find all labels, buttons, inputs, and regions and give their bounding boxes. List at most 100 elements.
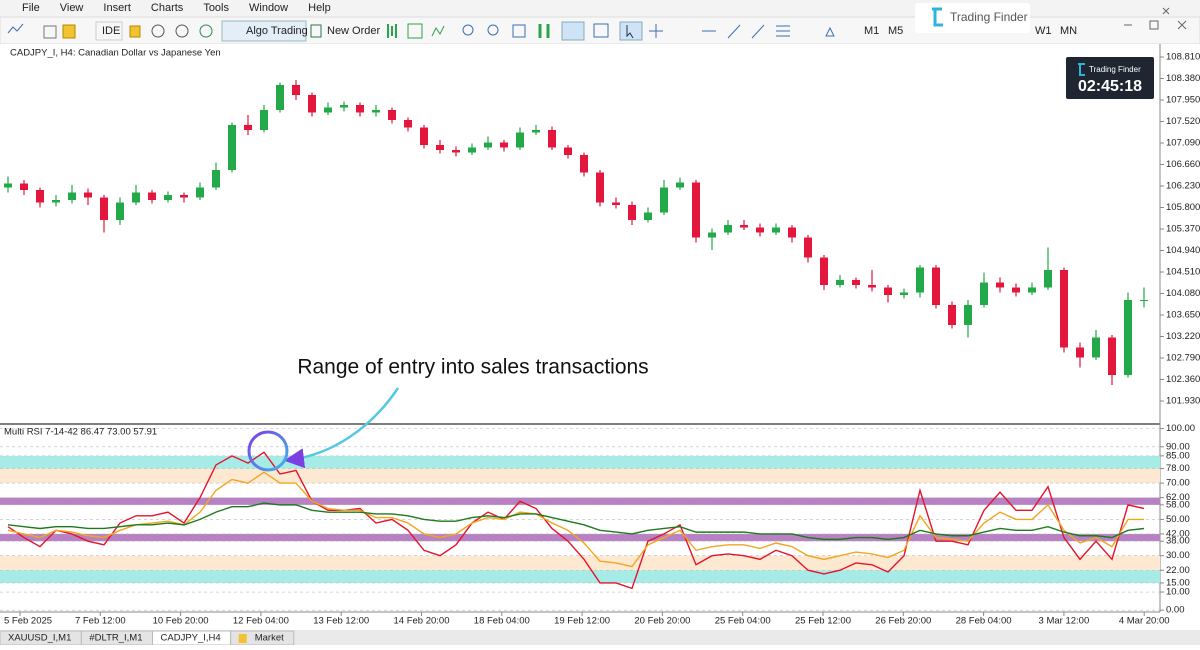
tab[interactable]: Market — [230, 630, 295, 646]
tile-icon[interactable] — [512, 24, 526, 38]
rsi-tick-label: 58.00 — [1166, 499, 1190, 510]
algo-trading-label[interactable]: Algo Trading — [246, 25, 308, 37]
level-band — [0, 455, 1160, 469]
time-label: 25 Feb 12:00 — [795, 616, 851, 627]
candle-body — [1060, 270, 1068, 348]
rsi-tick-label: 0.00 — [1166, 605, 1185, 616]
price-tick-label: 107.090 — [1166, 138, 1200, 149]
crosshair-icon[interactable] — [649, 24, 663, 38]
candle-body — [436, 145, 444, 150]
profiles-icon[interactable] — [62, 24, 76, 39]
time-label: 14 Feb 20:00 — [394, 616, 450, 627]
candle-body — [852, 280, 860, 285]
menu-item[interactable]: Tools — [203, 2, 229, 14]
rsi-line — [7, 502, 1145, 541]
vps-icon[interactable] — [199, 24, 213, 38]
candle-body — [564, 147, 572, 155]
price-tick-label: 103.650 — [1166, 310, 1200, 321]
menu-item[interactable]: File — [22, 2, 40, 14]
tab[interactable]: CADJPY_I,H4 — [152, 630, 232, 646]
bars-icon[interactable] — [387, 24, 397, 38]
level-band — [0, 570, 1160, 583]
tab[interactable]: XAUUSD_I,M1 — [0, 630, 82, 646]
menu-item[interactable]: Window — [249, 2, 288, 14]
new-order-icon[interactable] — [310, 24, 322, 38]
tab-label: Market — [255, 633, 284, 644]
candle-body — [948, 305, 956, 325]
price-tick-label: 106.230 — [1166, 181, 1200, 192]
candle-body — [868, 285, 876, 288]
candle-body — [740, 225, 748, 228]
candle-body — [980, 282, 988, 305]
new-order-label[interactable]: New Order — [327, 25, 381, 37]
price-tick-label: 101.930 — [1166, 396, 1200, 407]
screenshot-icon[interactable] — [593, 23, 609, 38]
timeframe-button[interactable]: W1 — [1035, 25, 1052, 37]
shapes-icon[interactable] — [825, 26, 835, 37]
candles-icon[interactable] — [407, 23, 423, 39]
candle-body — [52, 200, 60, 203]
rsi-tick-label: 42.00 — [1166, 528, 1190, 539]
candle-body — [68, 192, 76, 200]
zoom-in-icon[interactable] — [462, 24, 474, 36]
rsi-tick-label: 85.00 — [1166, 450, 1190, 461]
time-label: 10 Feb 20:00 — [153, 616, 209, 627]
candle-body — [20, 183, 28, 190]
drawing-tools[interactable] — [702, 24, 790, 39]
menu-item[interactable]: View — [60, 2, 84, 14]
ide-label[interactable]: IDE — [102, 25, 120, 37]
candle-body — [420, 127, 428, 145]
rsi-tick-label: 30.00 — [1166, 550, 1190, 561]
lock-icon[interactable] — [129, 25, 141, 38]
candle-body — [36, 190, 44, 203]
time-label: 3 Mar 12:00 — [1039, 616, 1090, 627]
market-icon[interactable] — [151, 24, 165, 38]
zoom-out-icon[interactable] — [487, 24, 499, 36]
tab[interactable]: #DLTR_I,M1 — [80, 630, 154, 646]
candle-body — [1012, 287, 1020, 293]
ide-button[interactable] — [95, 21, 123, 41]
algo-trading-button[interactable] — [221, 20, 307, 42]
timeframe-button[interactable]: M5 — [888, 25, 903, 37]
candle-body — [164, 195, 172, 200]
candle-body — [788, 227, 796, 238]
candle-body — [884, 287, 892, 295]
timer-brand: Trading Finder — [1089, 65, 1141, 74]
restore-button[interactable] — [1149, 20, 1159, 30]
timer-text: 02:45:18 — [1078, 78, 1142, 95]
candle-body — [340, 105, 348, 108]
menu-item[interactable]: Insert — [103, 2, 131, 14]
line-icon[interactable] — [431, 25, 445, 37]
autoscroll-icon[interactable] — [561, 21, 585, 41]
market-icon — [238, 634, 247, 643]
close-button[interactable] — [1162, 7, 1187, 30]
new-chart-icon[interactable] — [43, 25, 57, 39]
candle-body — [1124, 300, 1132, 375]
menu-item[interactable]: Help — [308, 2, 331, 14]
signals-icon[interactable] — [175, 24, 189, 38]
annotation-arrow — [284, 387, 400, 469]
cursor-button[interactable] — [619, 21, 643, 41]
candle-body — [500, 142, 508, 148]
candle-body — [308, 95, 316, 113]
rsi-tick-label: 15.00 — [1166, 577, 1190, 588]
price-tick-label: 107.950 — [1166, 95, 1200, 106]
chart-type-icon[interactable] — [7, 23, 24, 34]
time-label: 5 Feb 2025 — [4, 616, 52, 627]
candle-body — [596, 172, 604, 203]
scroll-icon[interactable] — [538, 24, 550, 38]
timeframe-button[interactable]: M1 — [864, 25, 879, 37]
timeframe-button[interactable]: MN — [1060, 25, 1077, 37]
menu-item[interactable]: Charts — [151, 2, 184, 14]
candle-body — [196, 187, 204, 198]
candle-body — [996, 282, 1004, 288]
candle-body — [4, 183, 12, 188]
candle-body — [1108, 337, 1116, 375]
candle-body — [644, 212, 652, 220]
candle-body — [356, 105, 364, 113]
time-label: 20 Feb 20:00 — [634, 616, 690, 627]
candle-body — [548, 130, 556, 148]
candle-body — [772, 227, 780, 233]
time-label: 25 Feb 04:00 — [715, 616, 771, 627]
